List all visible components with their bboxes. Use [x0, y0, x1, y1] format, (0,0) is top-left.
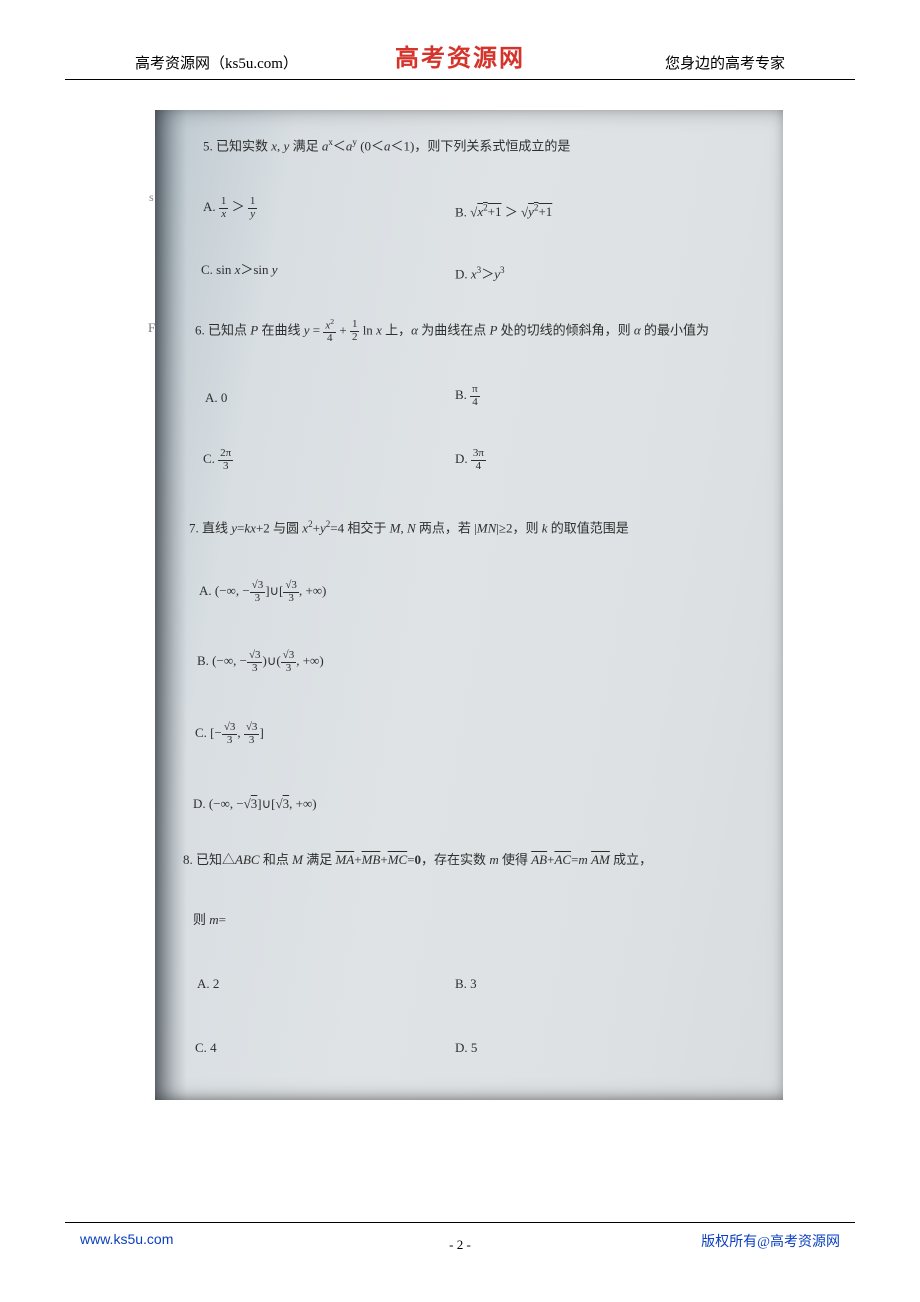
q6-opt-c: C. 2π3	[203, 448, 233, 472]
q7-opt-b: B. (−∞, −√33)∪(√33, +∞)	[197, 650, 324, 674]
q8-stem: 8. 已知△ABC 和点 M 满足 MA+MB+MC=0，存在实数 m 使得 A…	[183, 850, 765, 870]
header-center-title: 高考资源网	[395, 38, 525, 73]
q5-opt-c: C. sin x＞sin y	[201, 260, 278, 280]
q8-opt-d: D. 5	[455, 1038, 477, 1058]
q5-opt-b: B. √x2+1 ＞ √y2+1	[455, 202, 552, 222]
q5-stem: 5. 已知实数 x, y 满足 ax＜ay (0＜a＜1)，则下列关系式恒成立的…	[203, 136, 570, 156]
header-left-text: 高考资源网（ks5u.com）	[135, 52, 298, 73]
q8-opt-c: C. 4	[195, 1038, 217, 1058]
page-footer: www.ks5u.com - 2 - 版权所有@高考资源网	[65, 1222, 855, 1262]
q8-opt-a: A. 2	[197, 974, 219, 994]
q7-stem: 7. 直线 y=kx+2 与圆 x2+y2=4 相交于 M, N 两点，若 |M…	[189, 518, 763, 538]
q6-opt-d: D. 3π4	[455, 448, 486, 472]
q7-opt-d: D. (−∞, −√3]∪[√3, +∞)	[193, 794, 317, 814]
q8-opt-b: B. 3	[455, 974, 477, 994]
edge-mark-s: s	[149, 190, 154, 205]
q5-opt-d: D. x3＞y3	[455, 264, 505, 284]
q6-opt-a: A. 0	[205, 388, 227, 408]
footer-copyright: 版权所有@高考资源网	[701, 1231, 840, 1251]
footer-url: www.ks5u.com	[80, 1231, 173, 1247]
q6-opt-b: B. π4	[455, 384, 480, 408]
q7-opt-a: A. (−∞, −√33]∪[√33, +∞)	[199, 580, 326, 604]
q8-then: 则 m=	[193, 910, 226, 930]
q5-opt-a: A. 1x ＞ 1y	[203, 196, 257, 220]
header-right-text: 您身边的高考专家	[665, 52, 785, 73]
q7-opt-c: C. [−√33, √33]	[195, 722, 264, 746]
page-header: 高考资源网（ks5u.com） 高考资源网 您身边的高考专家	[65, 0, 855, 80]
footer-page-number: - 2 -	[449, 1237, 471, 1253]
scanned-page: 5. 已知实数 x, y 满足 ax＜ay (0＜a＜1)，则下列关系式恒成立的…	[155, 110, 783, 1100]
q6-stem: 6. 已知点 P 在曲线 y = x24 + 12 ln x 上，α 为曲线在点…	[195, 318, 763, 345]
